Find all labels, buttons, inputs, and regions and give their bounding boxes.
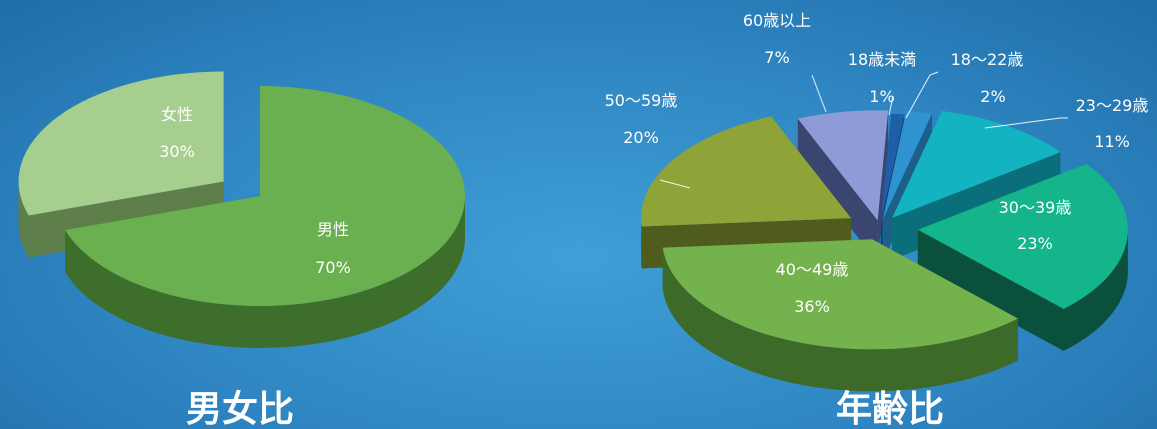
age-slice-4	[662, 239, 1018, 350]
age-slice-3	[917, 163, 1128, 309]
gender-slice-label-1: 女性	[161, 105, 193, 124]
age-slice-percent-5: 20%	[623, 128, 659, 147]
gender-slice-percent-1: 30%	[159, 142, 195, 161]
age-slice-label-4: 40～49歳	[776, 260, 849, 279]
age-leader-line-2	[984, 117, 1068, 129]
age-leader-line-0	[888, 95, 894, 116]
gender-slice-0	[65, 86, 465, 306]
age-slice-2	[892, 111, 1061, 218]
age-slice-label-1: 18～22歳	[951, 50, 1024, 69]
age-slice-1	[882, 111, 933, 221]
age-slice-0	[880, 113, 905, 224]
age-leader-line-1	[905, 71, 939, 119]
age-slice-side-6	[797, 110, 889, 263]
age-slice-label-3: 30～39歳	[999, 198, 1072, 217]
gender-slice-label-0: 男性	[317, 220, 349, 239]
age-slice-percent-4: 36%	[794, 297, 830, 316]
age-leader-line-5	[659, 179, 691, 189]
gender-pie-chart: 男性 70% 女性 30%	[18, 71, 465, 348]
age-leader-line-6	[811, 74, 827, 113]
age-slice-6	[797, 110, 889, 221]
gender-chart-title: 男女比	[186, 389, 294, 429]
gender-slice-percent-0: 70%	[315, 258, 351, 277]
age-slice-percent-2: 11%	[1094, 132, 1130, 151]
age-slice-label-6: 60歳以上	[743, 11, 811, 30]
age-slice-percent-6: 7%	[764, 48, 789, 67]
age-slice-label-0: 18歳未満	[848, 50, 916, 69]
gender-slice-1	[18, 71, 224, 216]
age-slice-percent-3: 23%	[1017, 234, 1053, 253]
age-slice-label-2: 23～29歳	[1076, 96, 1149, 115]
age-slice-percent-1: 2%	[980, 87, 1005, 106]
age-pie-chart: 18歳未満 1% 18～22歳 2% 23～29歳 11% 30～39歳 23% 40～49歳 3…	[605, 11, 1149, 392]
age-chart-title: 年齢比	[836, 389, 944, 429]
age-slice-label-5: 50～59歳	[605, 91, 678, 110]
age-slice-5	[641, 116, 852, 227]
age-slice-percent-0: 1%	[869, 87, 894, 106]
